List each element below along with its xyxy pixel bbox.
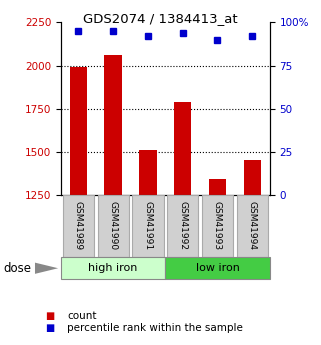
Bar bbox=[244, 160, 261, 195]
Text: ■: ■ bbox=[45, 324, 54, 333]
Bar bbox=[174, 102, 191, 195]
Text: GSM41989: GSM41989 bbox=[74, 201, 83, 250]
Text: percentile rank within the sample: percentile rank within the sample bbox=[67, 324, 243, 333]
Bar bbox=[61, 257, 165, 279]
Bar bbox=[167, 195, 198, 257]
Text: GDS2074 / 1384413_at: GDS2074 / 1384413_at bbox=[83, 12, 238, 25]
Bar bbox=[98, 195, 129, 257]
Text: GSM41993: GSM41993 bbox=[213, 201, 222, 250]
Bar bbox=[202, 195, 233, 257]
Bar bbox=[165, 257, 270, 279]
Bar bbox=[104, 55, 122, 195]
Text: count: count bbox=[67, 311, 97, 321]
Text: ■: ■ bbox=[45, 311, 54, 321]
Text: high iron: high iron bbox=[89, 263, 138, 273]
Polygon shape bbox=[35, 263, 58, 274]
Bar bbox=[132, 195, 164, 257]
Text: GSM41990: GSM41990 bbox=[108, 201, 118, 250]
Bar bbox=[70, 67, 87, 195]
Bar bbox=[63, 195, 94, 257]
Text: GSM41994: GSM41994 bbox=[248, 201, 257, 250]
Bar bbox=[139, 150, 157, 195]
Text: low iron: low iron bbox=[195, 263, 239, 273]
Text: dose: dose bbox=[3, 262, 31, 275]
Bar bbox=[209, 179, 226, 195]
Text: GSM41992: GSM41992 bbox=[178, 201, 187, 250]
Bar bbox=[237, 195, 268, 257]
Text: GSM41991: GSM41991 bbox=[143, 201, 152, 250]
